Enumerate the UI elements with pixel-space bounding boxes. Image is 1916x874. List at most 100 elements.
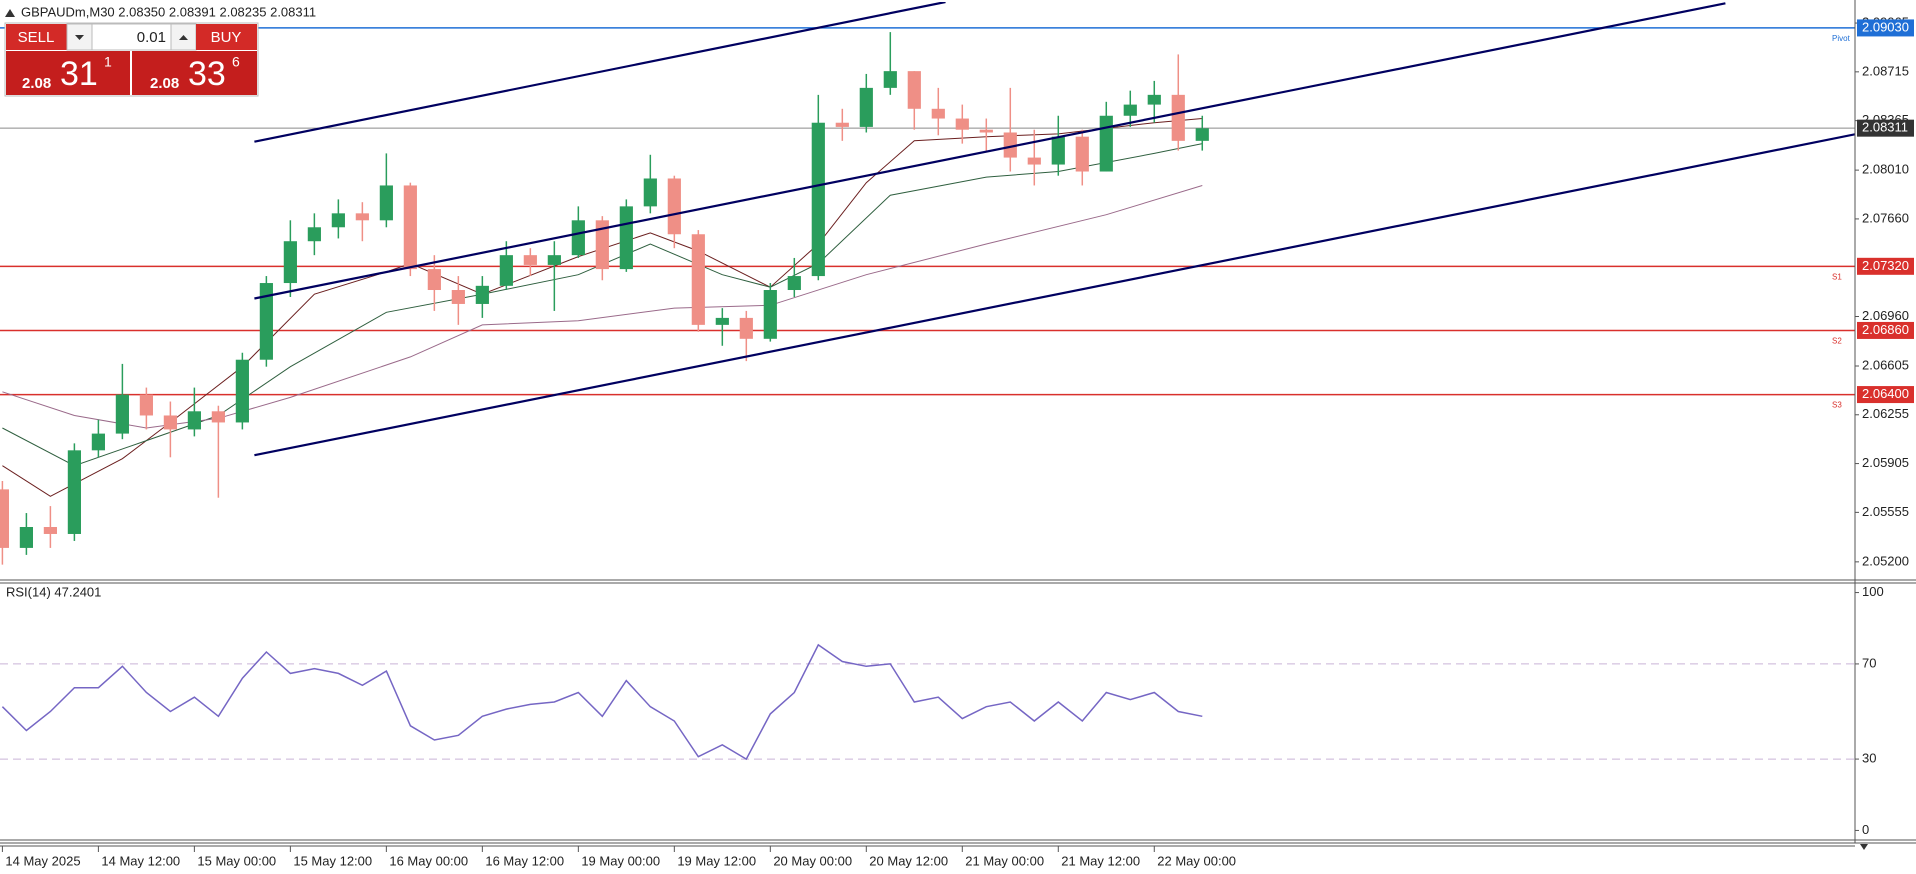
y-tick-label: 100 bbox=[1862, 584, 1884, 599]
level-box bbox=[1857, 321, 1914, 339]
candle-body bbox=[595, 220, 609, 270]
candle-body bbox=[355, 213, 369, 221]
level-name: Pivot bbox=[1832, 34, 1851, 43]
y-tick-label: 2.07660 bbox=[1862, 210, 1909, 225]
candle-body bbox=[379, 185, 393, 221]
level-box bbox=[1857, 19, 1914, 37]
candle-body bbox=[1027, 157, 1041, 165]
trade-panel: SELL 0.01 BUY 2.08 31 1 2.08 33 6 bbox=[4, 22, 259, 97]
ask-fraction[interactable]: 6 bbox=[232, 54, 240, 70]
ask-box[interactable] bbox=[132, 51, 257, 95]
moving-average bbox=[2, 118, 1203, 497]
x-tick-label: 19 May 12:00 bbox=[677, 853, 756, 868]
x-tick-label: 21 May 12:00 bbox=[1061, 853, 1140, 868]
level-label: 2.06400 bbox=[1862, 386, 1909, 401]
trendline bbox=[254, 2, 1726, 300]
candle-body bbox=[811, 122, 825, 277]
sell-button[interactable] bbox=[6, 24, 67, 50]
x-tick-label: 19 May 00:00 bbox=[581, 853, 660, 868]
rsi-plot bbox=[0, 643, 1855, 761]
candle-body bbox=[115, 394, 129, 434]
candle-body bbox=[931, 108, 945, 119]
x-tick-label: 20 May 00:00 bbox=[773, 853, 852, 868]
trendline bbox=[254, 133, 1855, 457]
y-tick-label: 70 bbox=[1862, 655, 1876, 670]
bid-fraction[interactable]: 1 bbox=[104, 54, 112, 70]
price-plot: Pivot S1 S2 S3 bbox=[0, 2, 1855, 565]
candle-body bbox=[43, 527, 57, 534]
trendline bbox=[254, 2, 946, 143]
current-price-label: 2.08311 bbox=[1862, 120, 1908, 135]
x-tick-label: 16 May 12:00 bbox=[485, 853, 564, 868]
candle-body bbox=[979, 129, 993, 133]
level-name: S1 bbox=[1832, 272, 1842, 281]
candle-body bbox=[91, 433, 105, 451]
volume-value[interactable]: 0.01 bbox=[137, 29, 166, 46]
bid-pips[interactable]: 31 bbox=[60, 55, 98, 93]
candle-body bbox=[499, 255, 513, 286]
candle-body bbox=[859, 87, 873, 127]
candle-body bbox=[403, 185, 417, 270]
bid-box[interactable] bbox=[6, 51, 130, 95]
level-label: 2.06860 bbox=[1862, 322, 1909, 337]
candle-body bbox=[547, 255, 561, 265]
up-arrow bbox=[179, 35, 188, 40]
candle-body bbox=[883, 71, 897, 88]
y-tick-label: 2.06605 bbox=[1862, 357, 1909, 372]
y-tick-label: 30 bbox=[1862, 751, 1876, 766]
level-name: S3 bbox=[1832, 401, 1842, 410]
candle-body bbox=[835, 122, 849, 127]
candle-body bbox=[139, 394, 153, 416]
candle-body bbox=[571, 220, 585, 256]
candle-body bbox=[211, 411, 225, 423]
y-tick-label: 2.05555 bbox=[1862, 504, 1909, 519]
x-tick-label: 16 May 00:00 bbox=[389, 853, 468, 868]
candle-body bbox=[691, 234, 705, 325]
time-axis-bg bbox=[0, 846, 1916, 874]
sell-label[interactable]: SELL bbox=[18, 29, 55, 46]
x-tick-label: 14 May 2025 bbox=[5, 853, 80, 868]
rsi-title: RSI(14) 47.2401 bbox=[6, 584, 101, 599]
candle-body bbox=[739, 317, 753, 339]
candle-body bbox=[955, 118, 969, 130]
chart-header: GBPAUDm,M30 2.08350 2.08391 2.08235 2.08… bbox=[21, 4, 316, 19]
candle-body bbox=[523, 255, 537, 265]
candle-body bbox=[331, 213, 345, 228]
y-tick-label: 2.06255 bbox=[1862, 406, 1909, 421]
ask-pips[interactable]: 33 bbox=[188, 55, 226, 93]
candle-body bbox=[1099, 115, 1113, 172]
level-label: 2.09030 bbox=[1862, 19, 1909, 34]
bid-big[interactable]: 2.08 bbox=[22, 75, 51, 92]
ask-big[interactable]: 2.08 bbox=[150, 75, 179, 92]
candle-body bbox=[283, 241, 297, 284]
y-tick-label: 2.05905 bbox=[1862, 455, 1909, 470]
candle-body bbox=[643, 178, 657, 207]
candle-body bbox=[187, 411, 201, 430]
candle-body bbox=[1147, 94, 1161, 105]
x-tick-label: 15 May 00:00 bbox=[197, 853, 276, 868]
y-tick-label: 2.08715 bbox=[1862, 63, 1909, 78]
x-tick-label: 21 May 00:00 bbox=[965, 853, 1044, 868]
candle-body bbox=[451, 290, 465, 304]
candle-body bbox=[475, 285, 489, 304]
candle-body bbox=[667, 178, 681, 235]
candle-body bbox=[1075, 136, 1089, 172]
moving-average bbox=[2, 185, 1203, 429]
candle-body bbox=[427, 269, 441, 291]
candle-body bbox=[235, 359, 249, 423]
candle-body bbox=[907, 71, 921, 109]
x-tick-label: 14 May 12:00 bbox=[101, 853, 180, 868]
x-tick-label: 15 May 12:00 bbox=[293, 853, 372, 868]
y-tick-label: 0 bbox=[1862, 822, 1869, 837]
candle-body bbox=[0, 489, 9, 548]
candle-body bbox=[715, 317, 729, 325]
volume-input[interactable] bbox=[91, 23, 172, 51]
buy-label[interactable]: BUY bbox=[211, 29, 242, 46]
candle-body bbox=[163, 415, 177, 430]
x-tick-label: 20 May 12:00 bbox=[869, 853, 948, 868]
buy-button[interactable] bbox=[196, 24, 257, 50]
candle-body bbox=[763, 290, 777, 339]
